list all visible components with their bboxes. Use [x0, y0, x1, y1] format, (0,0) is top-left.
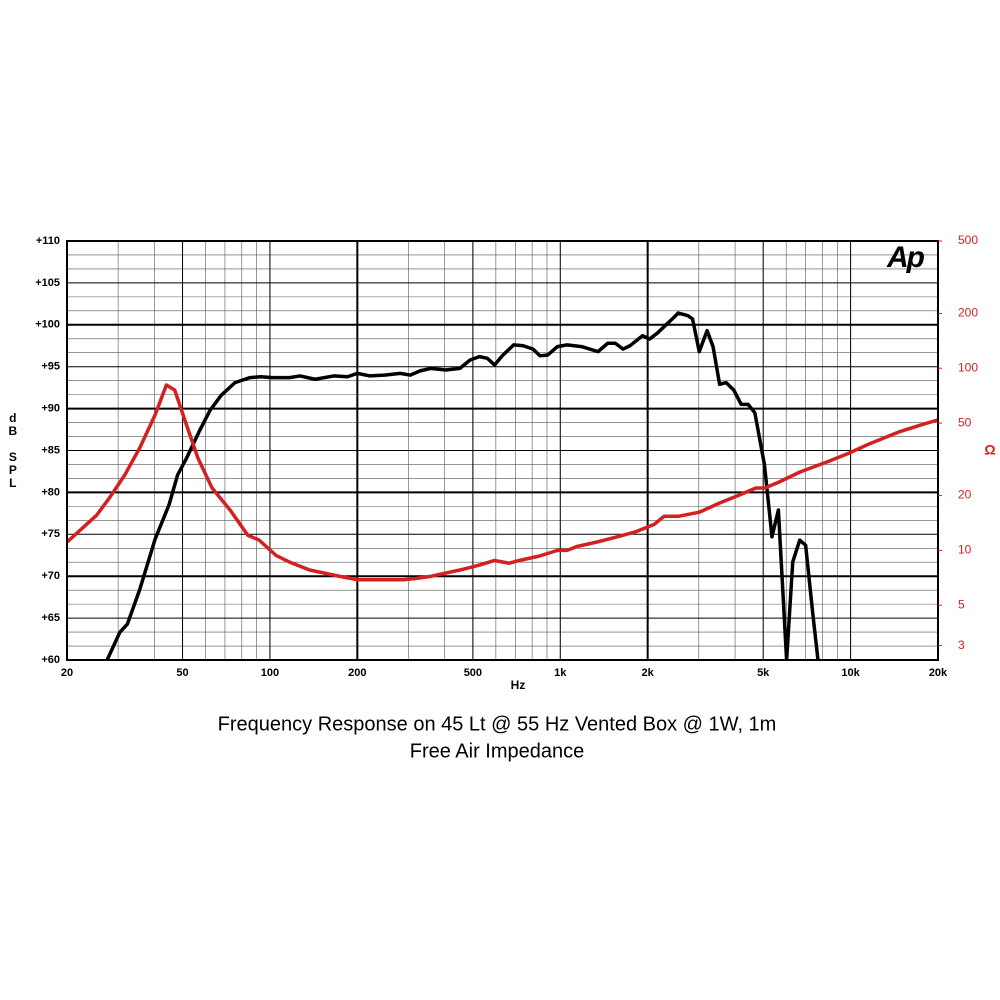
curves [67, 311, 938, 660]
x-tick-label: 200 [348, 667, 366, 679]
y2-tick-label: 10 [958, 543, 972, 557]
x-tick-label: 5k [757, 667, 770, 679]
x-tick-label: 500 [464, 667, 482, 679]
plot-frame [66, 240, 939, 661]
y2-tick-label: 5 [958, 597, 965, 611]
x-axis-label: Hz [511, 678, 526, 692]
x-tick-label: 20 [61, 667, 73, 679]
y2-tick-label: 500 [958, 233, 978, 247]
x-tick-label: 100 [261, 667, 279, 679]
series-line [105, 311, 820, 660]
y2-tick-label: 200 [958, 306, 978, 320]
y-tick-label: +65 [41, 612, 60, 624]
y2-tick-label: 3 [958, 638, 965, 652]
y-tick-label: +75 [41, 528, 60, 540]
y2-tick-label: 100 [958, 360, 978, 374]
y-tick-label: +95 [41, 361, 60, 373]
chart-title: Frequency Response on 45 Lt @ 55 Hz Vent… [218, 713, 777, 735]
x-tick-label: 10k [841, 667, 860, 679]
y2-tick-label: 20 [958, 488, 972, 502]
x-tick-label: 20k [929, 667, 948, 679]
y-tick-label: +80 [41, 486, 60, 498]
x-tick-label: 50 [176, 667, 188, 679]
y-tick-label: +90 [41, 403, 60, 415]
y-tick-label: +105 [35, 277, 60, 289]
x-tick-label: 1k [554, 667, 567, 679]
series-line [67, 383, 938, 582]
y-tick-label: +100 [35, 319, 60, 331]
x-tick-label: 2k [642, 667, 655, 679]
logo: Ap [886, 241, 925, 274]
y-tick-label: +110 [36, 235, 60, 247]
chart-subtitle: Free Air Impedance [410, 740, 585, 762]
y-tick-label: +60 [41, 654, 60, 666]
y2-axis-label: Ω [984, 442, 995, 458]
y-axis-label: dB SPL [6, 411, 20, 489]
y2-tick-label: 50 [958, 415, 972, 429]
y-tick-label: +70 [41, 570, 60, 582]
y-tick-label: +85 [41, 444, 60, 456]
